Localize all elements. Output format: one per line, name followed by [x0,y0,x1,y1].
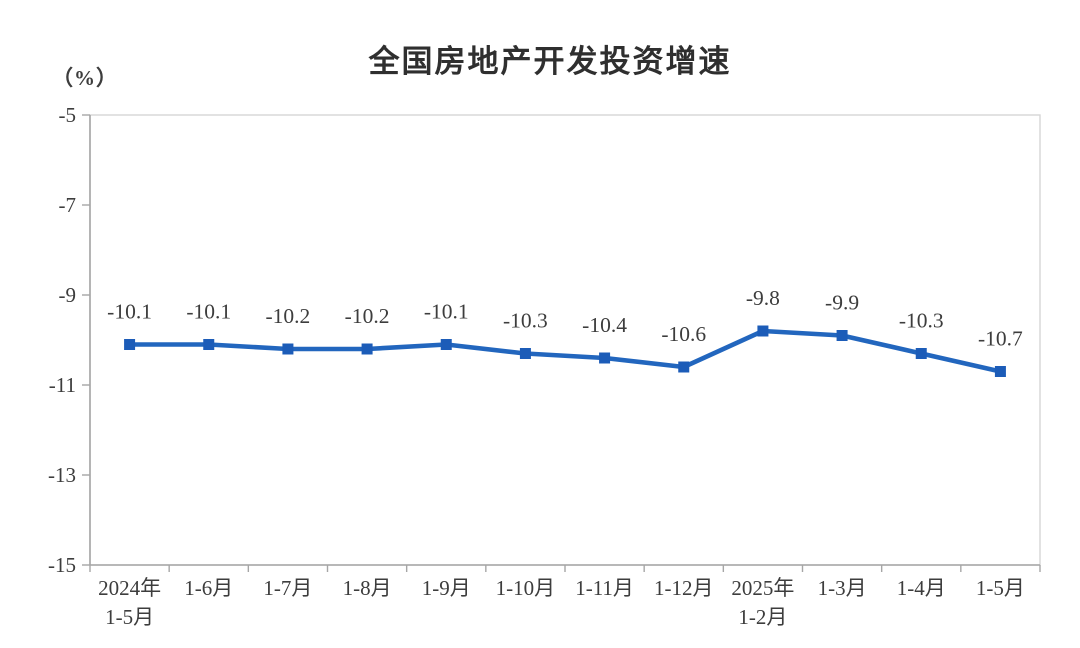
x-category-label: 1-4月 [897,576,946,600]
data-point-label: -10.4 [582,313,627,337]
data-point-label: -10.1 [107,300,152,324]
x-category-label: 1-6月 [184,576,233,600]
data-point-label: -10.7 [978,327,1023,351]
data-point-marker [994,366,1006,377]
y-tick-label: -13 [48,463,76,487]
data-point-label: -10.3 [899,309,944,333]
data-point-label: -10.1 [186,300,231,324]
data-point-marker [599,352,611,364]
data-point-marker [836,330,848,341]
data-point-marker [203,339,215,350]
x-category-label: 1-9月 [422,576,471,600]
data-point-marker [915,348,927,359]
x-category-label: 2024年 1-5月 [98,576,161,629]
data-line [127,328,1003,374]
data-point-marker [282,343,294,355]
y-tick-label: -11 [49,373,76,397]
data-point-marker [519,348,531,359]
x-category-label: 1-5月 [976,576,1025,600]
data-point-marker [757,325,769,337]
data-point-marker [361,343,373,355]
data-point-label: -10.1 [424,300,469,324]
y-tick-label: -5 [59,103,77,127]
x-category-label: 1-10月 [496,576,556,600]
data-point-label: -9.8 [746,286,780,310]
chart-title: 全国房地产开发投资增速 [368,44,732,79]
x-category-label: 1-7月 [263,576,312,600]
data-point-marker [678,361,690,373]
data-point-marker [124,339,136,350]
data-point-marker [440,339,452,350]
data-point-label: -10.6 [661,322,706,346]
x-category-label: 1-11月 [575,576,634,600]
y-tick-label: -15 [48,553,76,577]
x-category-label: 1-8月 [343,576,392,600]
data-point-label: -9.9 [825,291,859,315]
y-tick-label: -9 [59,283,77,307]
x-category-label: 2025年 1-2月 [731,576,794,629]
x-category-label: 1-3月 [818,576,867,600]
data-point-label: -10.3 [503,309,548,333]
y-tick-label: -7 [59,193,77,217]
data-point-label: -10.2 [345,304,390,328]
plot-border [89,114,1041,566]
y-axis-unit-label: （%） [52,66,118,90]
x-category-label: 1-12月 [654,576,714,600]
data-point-label: -10.2 [266,304,311,328]
